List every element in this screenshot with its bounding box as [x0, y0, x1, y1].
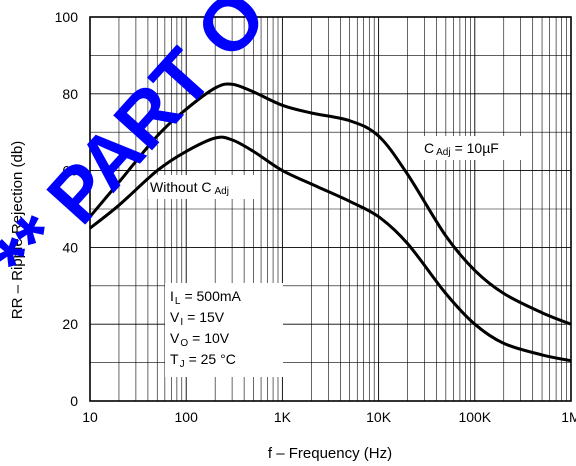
label-backgrounds	[148, 136, 528, 377]
without-label-bg	[148, 175, 258, 199]
y-tick-label: 80	[62, 86, 78, 102]
series-line-without-cadj	[89, 135, 572, 363]
x-tick-label: 1M	[561, 409, 576, 425]
y-tick-label: 0	[70, 393, 78, 409]
x-tick-label: 10K	[366, 409, 392, 425]
x-tick-label: 1K	[274, 409, 292, 425]
series-label-without-cadj: Without C Adj	[150, 179, 229, 197]
x-tick-label: 100	[175, 409, 199, 425]
condition-line: VO = 10V	[170, 330, 230, 349]
y-tick-label: 100	[55, 9, 79, 25]
series-line-cadj	[88, 82, 572, 326]
x-axis-title: f – Frequency (Hz)	[268, 445, 392, 462]
watermark-text: ** PART O	[0, 0, 283, 299]
series-layer	[88, 82, 572, 363]
tick-labels: 10 100 1K 10K 100K 1M 0 20 40 60 80 100	[55, 9, 576, 425]
cadj-label-bg	[420, 136, 528, 160]
y-tick-label: 40	[62, 239, 78, 255]
series-label-cadj: C Adj = 10µF	[424, 140, 499, 158]
x-tick-label: 10	[82, 409, 98, 425]
x-tick-label: 100K	[458, 409, 491, 425]
y-tick-label: 60	[62, 163, 78, 179]
conditions-bg	[165, 283, 283, 377]
plot-border	[89, 16, 572, 402]
plot-frame	[89, 16, 572, 402]
y-tick-label: 20	[62, 316, 78, 332]
y-axis-title: RR – Ripple Rejection (db)	[9, 141, 26, 319]
condition-line: TJ = 25 °C	[170, 351, 236, 370]
test-conditions: IL = 500mA VI = 15V VO = 10V TJ = 25 °C	[170, 288, 242, 370]
condition-line: IL = 500mA	[170, 288, 242, 307]
condition-line: VI = 15V	[170, 309, 225, 328]
